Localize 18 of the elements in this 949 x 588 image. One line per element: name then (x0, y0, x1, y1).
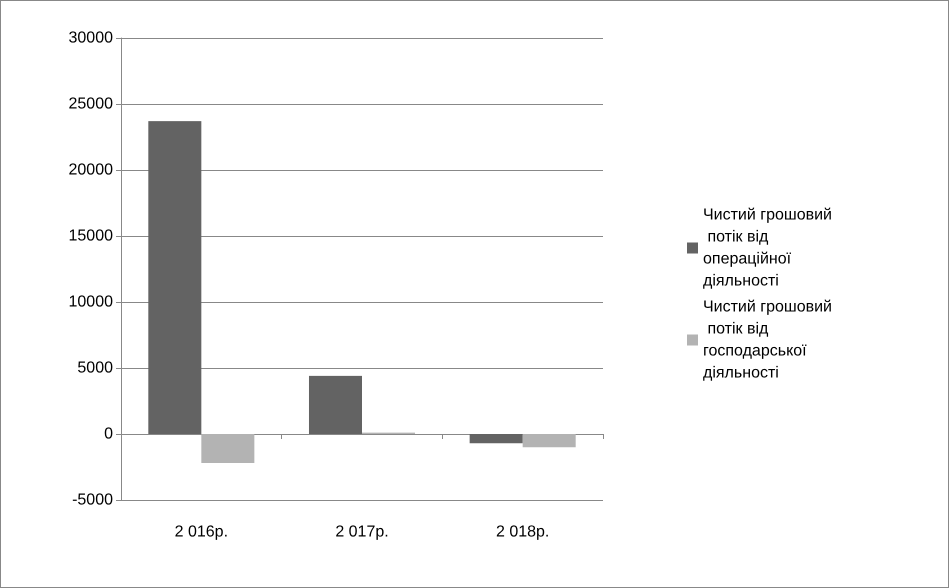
legend-label: Чистий грошовий потік від господарської діяльності (703, 298, 832, 382)
y-tick-label: 25000 (68, 96, 114, 112)
y-tick-label: 30000 (68, 30, 114, 46)
x-tick-label: 2 018р. (496, 524, 550, 540)
bar (308, 376, 362, 434)
legend-label: Чистий грошовий потік від операційної діяльності (703, 206, 832, 290)
bar (201, 434, 254, 464)
y-tick-label: 5000 (77, 360, 114, 376)
x-tick-label: 2 017р. (335, 524, 389, 540)
y-tick-label: 15000 (68, 228, 114, 244)
y-tick-label: -5000 (72, 492, 114, 508)
bar (148, 121, 202, 434)
y-tick-label: 10000 (68, 294, 114, 310)
x-tick-label: 2 016р. (174, 524, 228, 540)
y-tick-label: 0 (104, 426, 114, 442)
y-tick-label: 20000 (68, 162, 114, 178)
bar (522, 434, 576, 448)
bar (470, 434, 523, 444)
